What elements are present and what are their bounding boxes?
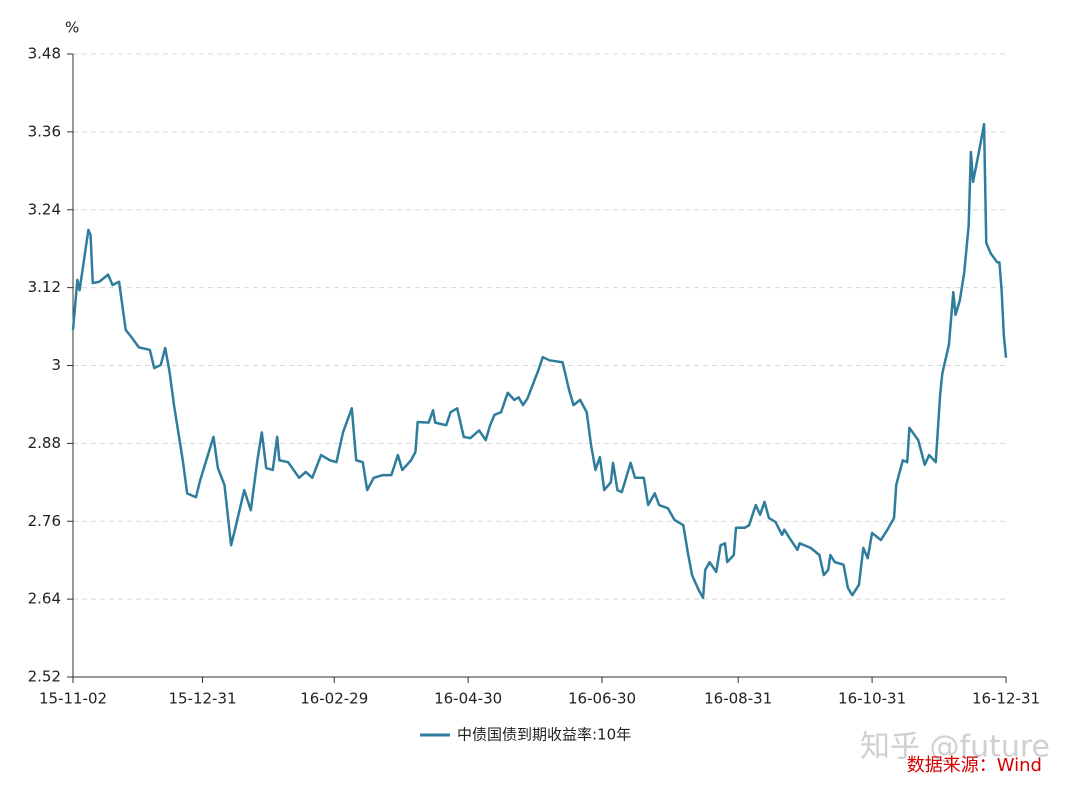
x-tick-label: 16-04-30 [434, 690, 502, 708]
y-tick-label: 3 [51, 356, 61, 374]
y-tick-label: 2.88 [28, 434, 61, 452]
y-tick-label: 3.24 [28, 200, 61, 218]
data-line [71, 122, 1008, 600]
x-tick-label: 15-12-31 [168, 690, 236, 708]
y-unit: % [65, 19, 79, 37]
x-tick-label: 16-10-31 [838, 690, 906, 708]
x-tick-label: 16-08-31 [704, 690, 772, 708]
y-tick-label: 3.36 [28, 122, 61, 140]
y-tick-label: 3.12 [28, 278, 61, 296]
y-tick-label: 2.64 [28, 590, 61, 608]
y-tick-label: 2.52 [28, 668, 61, 686]
source-note: 数据来源：Wind [907, 755, 1042, 776]
x-tick-label: 16-12-31 [972, 690, 1040, 708]
x-tick-label: 16-06-30 [568, 690, 636, 708]
y-tick-label: 2.76 [28, 512, 61, 530]
x-tick-label: 15-11-02 [39, 690, 107, 708]
watermark: 知乎 @future [860, 730, 1050, 765]
y-tick-label: 3.48 [28, 45, 61, 63]
x-tick-label: 16-02-29 [300, 690, 368, 708]
legend-label: 中债国债到期收益率:10年 [457, 726, 631, 744]
